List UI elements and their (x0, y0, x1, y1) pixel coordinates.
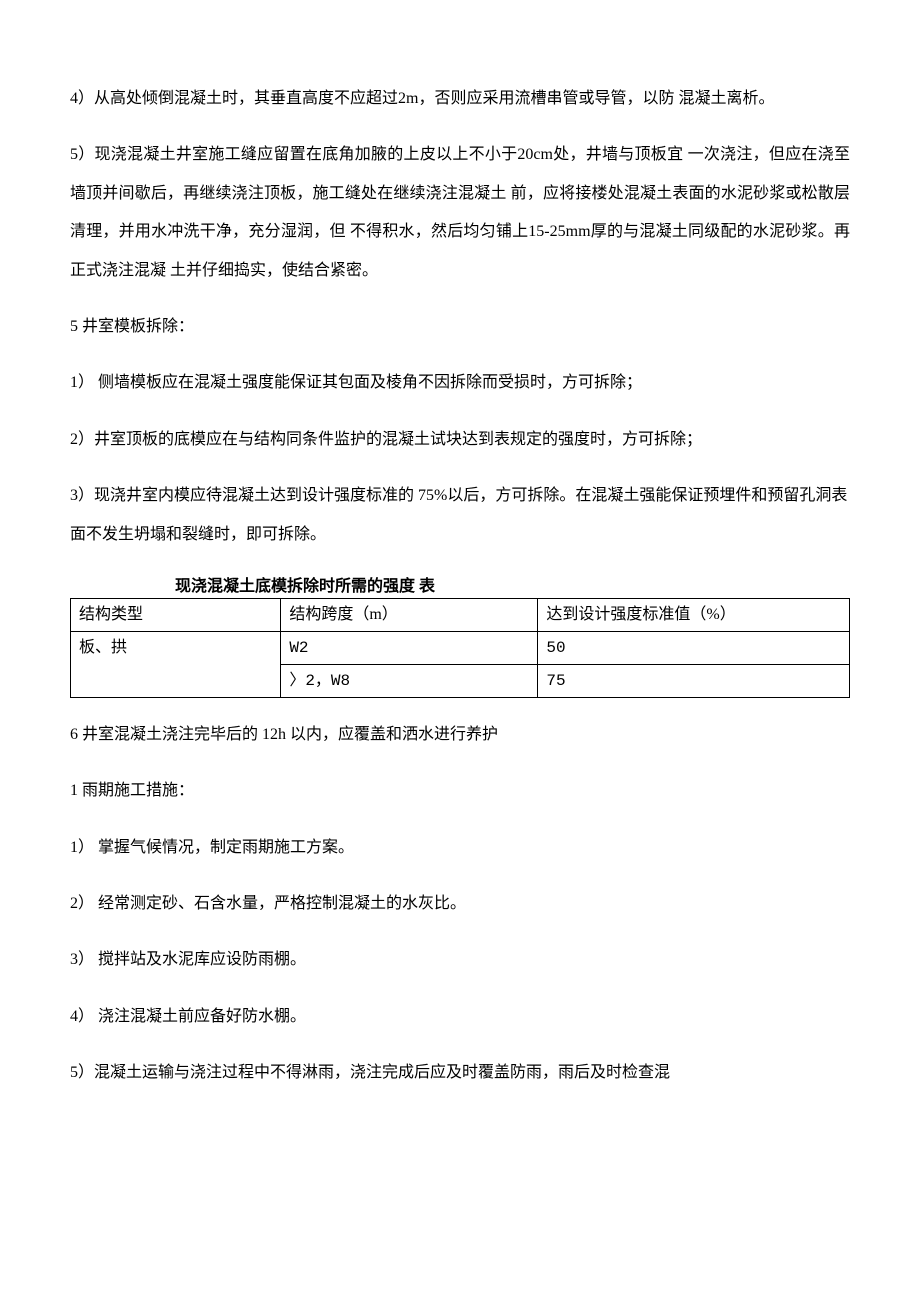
table-title: 现浇混凝土底模拆除时所需的强度 表 (70, 572, 850, 596)
rain-item-5: 5）混凝土运输与浇注过程中不得淋雨，浇注完成后应及时覆盖防雨，雨后及时检查混 (70, 1054, 850, 1092)
table-row: 板、拱 W2 50 (71, 631, 850, 664)
rain-item-1: 1） 掌握气候情况，制定雨期施工方案。 (70, 829, 850, 867)
strength-table: 结构类型 结构跨度（m） 达到设计强度标准值（%） 板、拱 W2 50 〉2，W… (70, 598, 850, 698)
section-5-item-3: 3）现浇井室内模应待混凝土达到设计强度标准的 75%以后，方可拆除。在混凝土强能… (70, 477, 850, 554)
rain-title: 1 雨期施工措施： (70, 772, 850, 810)
paragraph-4: 4）从高处倾倒混凝土时，其垂直高度不应超过2m，否则应采用流槽串管或导管，以防 … (70, 80, 850, 118)
table-header-1: 结构类型 (71, 598, 281, 631)
section-5-item-1: 1） 侧墙模板应在混凝土强度能保证其包面及棱角不因拆除而受损时，方可拆除； (70, 364, 850, 402)
rain-item-4: 4） 浇注混凝土前应备好防水棚。 (70, 998, 850, 1036)
table-header-3: 达到设计强度标准值（%） (538, 598, 850, 631)
table-cell-r1c2: W2 (281, 631, 538, 664)
section-6-title: 6 井室混凝土浇注完毕后的 12h 以内，应覆盖和洒水进行养护 (70, 716, 850, 754)
table-header-2: 结构跨度（m） (281, 598, 538, 631)
section-5-title: 5 井室模板拆除： (70, 308, 850, 346)
table-cell-r1c3: 50 (538, 631, 850, 664)
table-header-row: 结构类型 结构跨度（m） 达到设计强度标准值（%） (71, 598, 850, 631)
rain-item-3: 3） 搅拌站及水泥库应设防雨棚。 (70, 941, 850, 979)
table-cell-r1c1: 板、拱 (71, 631, 281, 697)
section-5-item-2: 2）井室顶板的底模应在与结构同条件监护的混凝土试块达到表规定的强度时，方可拆除； (70, 421, 850, 459)
rain-item-2: 2） 经常测定砂、石含水量，严格控制混凝土的水灰比。 (70, 885, 850, 923)
table-cell-r2c3: 75 (538, 664, 850, 697)
paragraph-5: 5）现浇混凝土井室施工缝应留置在底角加腋的上皮以上不小于20cm处，井墙与顶板宜… (70, 136, 850, 290)
table-cell-r2c2: 〉2，W8 (281, 664, 538, 697)
